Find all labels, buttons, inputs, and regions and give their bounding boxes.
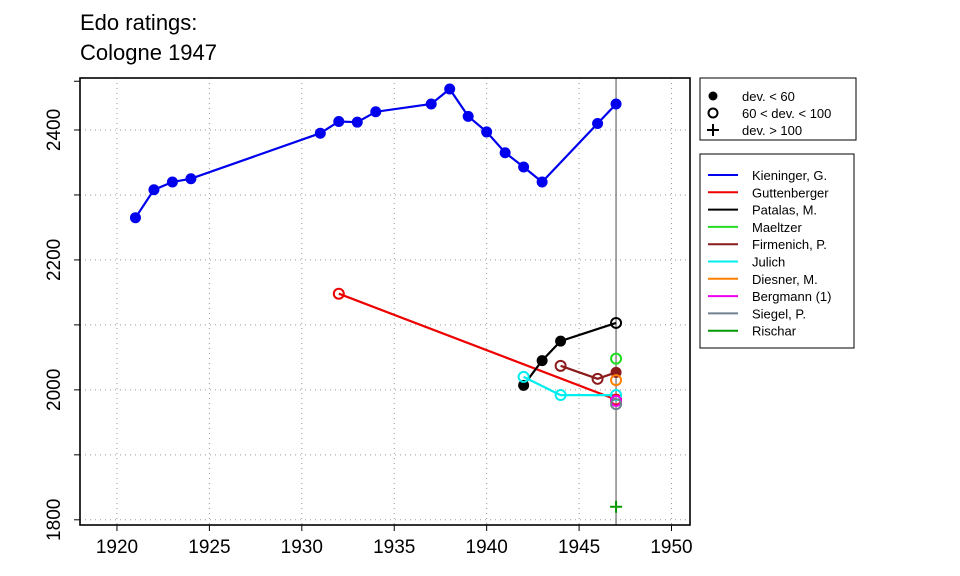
marker-legend-box [699,77,857,141]
marker-legend-label: dev. < 60 [742,89,795,104]
x-tick-label: 1920 [96,537,138,558]
data-point [610,352,623,365]
data-point [518,161,530,173]
data-point [370,106,382,118]
series-legend-label: Siegel, P. [752,306,806,321]
marker-legend-symbol [707,107,719,119]
data-point [554,389,567,402]
data-point [610,398,623,411]
marker-legend-symbol [708,91,718,101]
data-point [518,379,530,391]
series-legend-label: Guttenberger [752,185,829,200]
data-point [444,83,456,95]
data-point [148,184,160,196]
chart-title-line2: Cologne 1947 [80,40,218,65]
chart-title-line1: Edo ratings: [80,10,198,35]
series-legend-label: Julich [752,255,785,270]
data-point [610,374,623,387]
data-point [517,370,530,383]
data-point [536,176,548,188]
data-point [481,126,493,138]
data-point [592,117,604,129]
data-point [610,98,622,110]
data-point [333,116,345,128]
marker-legend-label: dev. > 100 [742,123,802,138]
series-legend-label: Diesner, M. [752,272,818,287]
series-legend-label: Rischar [752,324,797,339]
x-tick-label: 1945 [558,537,600,558]
y-tick-label: 2200 [44,239,65,281]
data-point [425,98,437,110]
data-point [536,355,548,367]
series-legend-label: Patalas, M. [752,203,817,218]
series-legend-box [699,153,855,349]
series-line [560,364,617,380]
series-line [523,375,617,397]
data-point [351,116,363,128]
x-tick-label: 1950 [650,537,692,558]
data-point [555,335,567,347]
data-point [185,173,197,185]
y-tick-label: 2000 [44,369,65,411]
data-point [610,316,623,329]
x-tick-label: 1930 [281,537,323,558]
series-legend-label: Bergmann (1) [752,289,831,304]
data-point [554,359,567,372]
series-legend-label: Kieninger, G. [752,168,827,183]
series-line [522,321,617,386]
data-point [314,127,326,139]
marker-legend-label: 60 < dev. < 100 [742,106,831,121]
data-point [166,176,178,188]
plot-frame [79,77,691,526]
y-tick-label: 2400 [44,109,65,151]
series-line [338,292,617,401]
marker-legend-symbol [707,124,719,136]
data-point [332,287,345,300]
x-tick-label: 1925 [188,537,230,558]
series-legend-label: Maeltzer [752,220,803,235]
data-point [610,500,623,513]
data-point [591,372,604,385]
y-tick-label: 1800 [44,499,65,541]
x-tick-label: 1940 [466,537,508,558]
series-legend-label: Firmenich, P. [752,237,827,252]
data-point [462,110,474,122]
x-tick-label: 1935 [373,537,415,558]
data-point [129,212,141,224]
data-point [499,147,511,159]
